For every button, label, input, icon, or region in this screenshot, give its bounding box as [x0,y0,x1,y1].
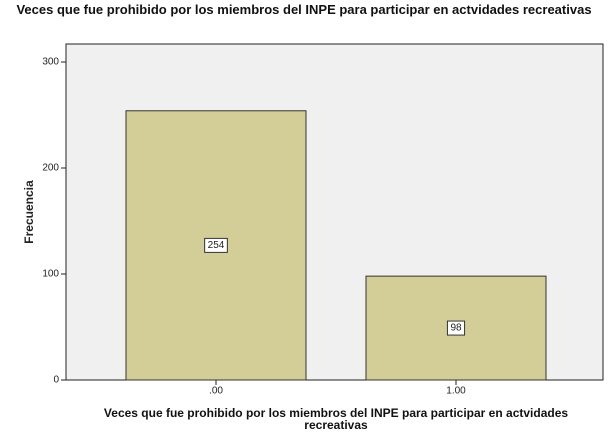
y-tick-label: 0 [53,375,59,386]
chart-title: Veces que fue prohibido por los miembros… [16,2,592,17]
value-label-box [204,237,228,253]
x-axis-label: Veces que fue prohibido por los miembros… [103,406,569,432]
y-tick-label: 200 [42,163,59,174]
value-label-box [446,320,466,336]
x-tick-label: .00 [209,386,223,397]
y-tick-label: 100 [42,269,59,280]
value-label: 98 [450,323,462,334]
x-tick-label: 1.00 [446,386,466,397]
value-label: 254 [208,240,225,251]
y-tick-label: 300 [42,57,59,68]
y-axis-label: Frecuencia [22,180,36,244]
